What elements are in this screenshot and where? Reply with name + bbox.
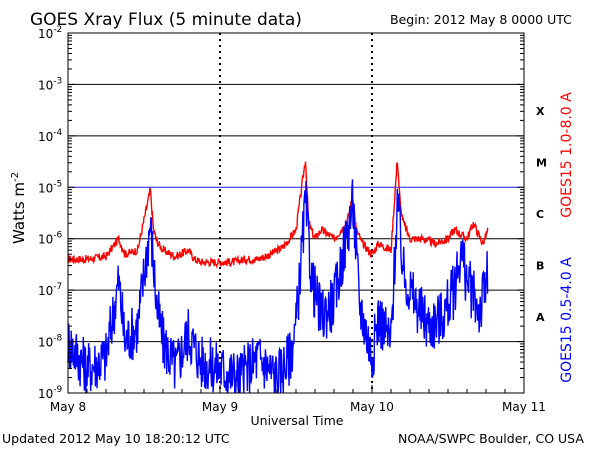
grid (68, 33, 524, 393)
y-axis-label: Watts m-2 (10, 172, 28, 244)
flare-class-label: C (536, 208, 544, 221)
y-tick-label: 10-8 (38, 334, 63, 350)
y-tick-label: 10-2 (38, 25, 62, 41)
y-tick-label: 10-9 (38, 385, 63, 401)
flare-class-label: M (536, 157, 547, 170)
begin-label: Begin: 2012 May 8 0000 UTC (390, 12, 572, 27)
y-tick-label: 10-6 (38, 231, 63, 247)
series-layer (67, 161, 489, 394)
chart-title: GOES Xray Flux (5 minute data) (30, 10, 302, 30)
y-tick-label: 10-4 (38, 128, 63, 144)
y-tick-label: 10-5 (38, 179, 62, 195)
series-label-long: GOES15 1.0-8.0 A (559, 92, 575, 218)
updated-label: Updated 2012 May 10 18:20:12 UTC (2, 431, 230, 446)
flare-class-label: X (536, 105, 545, 118)
flare-class-label: A (536, 311, 545, 324)
x-tick-label: May 10 (350, 400, 394, 414)
y-tick-label: 10-7 (38, 282, 62, 298)
x-tick-label: May 11 (502, 400, 546, 414)
flare-class-label: B (536, 259, 544, 272)
series-label-short: GOES15 0.5-4.0 A (559, 257, 575, 383)
x-tick-label: May 9 (202, 400, 238, 414)
y-tick-label: 10-3 (38, 76, 62, 92)
series-line-0 (67, 161, 489, 269)
credit-label: NOAA/SWPC Boulder, CO USA (398, 431, 584, 446)
series-line-1 (67, 179, 489, 394)
x-tick-label: May 8 (50, 400, 86, 414)
x-axis-label: Universal Time (251, 413, 344, 428)
axes: 10-2 10-3 10-4 10-5 10-6 10-7 10-8 10-9 X M C B A May… (38, 25, 547, 414)
